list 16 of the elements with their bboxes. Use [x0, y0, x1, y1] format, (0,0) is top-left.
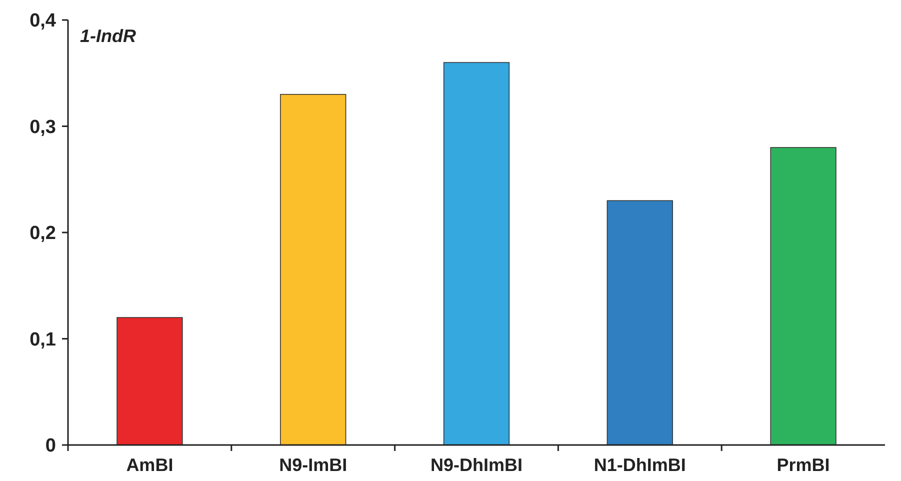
x-tick-label: PrmBI — [776, 455, 830, 475]
bar — [280, 94, 346, 446]
y-tick-label: 0,1 — [30, 329, 56, 350]
y-tick-label: 0 — [45, 436, 56, 457]
x-tick-label: AmBI — [126, 455, 174, 475]
bar — [116, 317, 183, 446]
bar — [443, 62, 510, 446]
x-tick-label: N9-DhImBI — [430, 455, 523, 475]
y-axis-title: 1-IndR — [80, 26, 136, 46]
x-tick-label: N1-DhImBI — [594, 455, 686, 475]
y-tick-label: 0,2 — [30, 223, 56, 244]
x-tick-label: N9-ImBI — [279, 455, 348, 475]
bar — [770, 147, 836, 446]
bar — [606, 200, 673, 446]
y-tick-label: 0,3 — [30, 116, 56, 138]
y-tick-label: 0,4 — [30, 10, 56, 32]
